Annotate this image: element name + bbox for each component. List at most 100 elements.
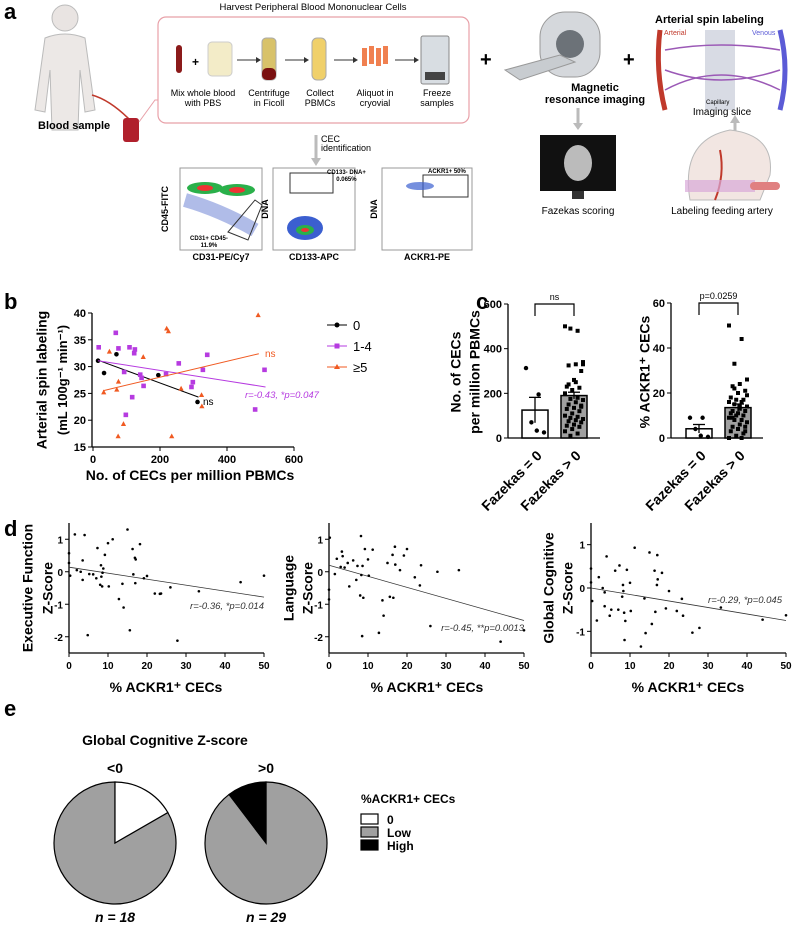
- data-point: [597, 575, 601, 579]
- data-point: [114, 386, 120, 392]
- cryovial-icon: [362, 46, 388, 66]
- svg-text:+: +: [192, 55, 199, 69]
- data-point: [392, 596, 395, 600]
- data-point: [99, 563, 103, 567]
- data-point: [570, 387, 575, 392]
- fit-line-2: [102, 353, 259, 392]
- data-point: [609, 608, 613, 611]
- data-point: [393, 545, 397, 549]
- d3-ylabel-line1: Global Cognitive: [540, 532, 557, 644]
- panel-letter-e: e: [4, 696, 17, 721]
- data-point: [601, 586, 604, 590]
- x-tick-label: 200: [151, 454, 169, 466]
- arrow-icon: [237, 57, 261, 63]
- data-point: [675, 609, 679, 613]
- data-point: [327, 588, 331, 591]
- data-point: [419, 563, 423, 567]
- x-tick-label: 10: [624, 661, 636, 672]
- data-point: [362, 596, 365, 600]
- y-tick-label: -1: [54, 600, 63, 611]
- data-point: [358, 594, 362, 597]
- data-point: [698, 433, 703, 438]
- data-point: [81, 578, 84, 582]
- data-point: [386, 561, 389, 565]
- data-point: [719, 606, 723, 609]
- data-point: [347, 585, 351, 588]
- step-label: samples: [420, 97, 454, 108]
- data-point: [153, 592, 157, 595]
- data-point: [737, 382, 742, 386]
- data-point: [355, 578, 358, 582]
- data-point: [581, 398, 585, 403]
- legend-swatch: [360, 813, 379, 825]
- data-point: [131, 350, 137, 356]
- data-point: [566, 363, 571, 368]
- data-point: [581, 360, 585, 365]
- data-point: [103, 553, 107, 557]
- data-point: [680, 597, 684, 601]
- x-tick-label: 50: [258, 661, 270, 672]
- data-point: [741, 413, 746, 418]
- x-tick-label: 20: [141, 661, 153, 672]
- data-point: [728, 429, 733, 434]
- step-label: Collect: [306, 88, 334, 98]
- data-point: [204, 352, 210, 358]
- data-point: [67, 561, 71, 565]
- data-point: [730, 409, 735, 413]
- data-point: [727, 400, 731, 404]
- y-tick-label: 200: [484, 388, 502, 400]
- x-tick-label: 30: [702, 661, 714, 672]
- y-tick-label: 400: [484, 344, 502, 356]
- data-point: [360, 573, 363, 577]
- y-tick-label: 1: [579, 541, 585, 552]
- data-point: [566, 402, 571, 407]
- data-point: [728, 395, 733, 400]
- data-point: [262, 367, 267, 373]
- y-tick-label: 0: [57, 568, 63, 579]
- data-point: [734, 433, 739, 438]
- y-tick-label: 0: [317, 568, 323, 579]
- x-tick-label: 0: [66, 661, 72, 672]
- data-point: [169, 586, 172, 589]
- cec-line: CEC: [321, 134, 341, 144]
- step-label: Centrifuge: [248, 88, 290, 98]
- e-group1-label: <0: [107, 760, 123, 776]
- data-point: [361, 564, 364, 568]
- fit-line-0: [97, 359, 199, 398]
- data-point: [176, 639, 179, 642]
- e-n1: n = 18: [94, 909, 136, 925]
- mri-scanner-icon: [503, 11, 601, 81]
- y-tick-label: 1: [57, 535, 63, 546]
- panel-a-illustration: + +: [34, 4, 788, 251]
- labeling-artery-label: Labeling feeding artery: [671, 206, 773, 217]
- y-tick-label: 35: [74, 335, 86, 347]
- data-point: [363, 547, 367, 551]
- data-point: [405, 547, 409, 551]
- flow3-xlabel: ACKR1-PE: [403, 252, 451, 262]
- step-mix: Mix whole blood with PBS: [171, 88, 236, 109]
- data-point: [413, 575, 417, 579]
- data-point: [737, 422, 742, 427]
- data-point: [79, 570, 82, 574]
- y-tick-label: 40: [74, 308, 86, 320]
- data-point: [563, 391, 567, 396]
- gate-pct: 11.9%: [200, 242, 218, 249]
- data-point: [457, 568, 461, 572]
- data-point: [132, 347, 138, 352]
- data-point: [100, 575, 103, 578]
- data-point: [623, 638, 626, 642]
- data-point: [745, 377, 749, 382]
- data-point: [577, 385, 582, 390]
- data-point: [608, 614, 612, 618]
- flow-plot-cd45-cd31: [179, 167, 263, 251]
- mri-line: Magnetic: [571, 82, 619, 94]
- data-point: [529, 420, 534, 425]
- step-label: Aliquot in: [356, 88, 394, 98]
- data-point: [579, 369, 584, 373]
- fazekas-scoring-label: Fazekas scoring: [541, 206, 615, 217]
- data-point: [339, 565, 343, 569]
- legend-label: ≥5: [353, 360, 367, 375]
- data-point: [629, 609, 633, 613]
- data-point: [178, 385, 184, 391]
- step-label: with PBS: [184, 97, 222, 108]
